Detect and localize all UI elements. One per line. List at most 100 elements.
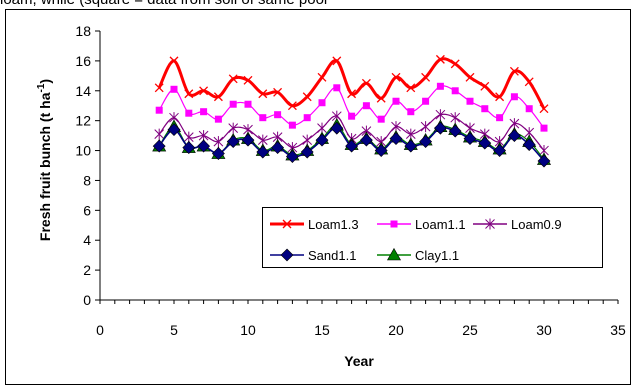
y-axis-title-superscript: -1: [36, 83, 47, 92]
legend-label-sand1-1: Sand1.1: [308, 248, 356, 263]
legend-marker-loam1-3: [282, 219, 292, 229]
data-point-sand1-1: [448, 124, 462, 138]
cropped-caption-text: loam, while (square = data from soil of …: [0, 0, 637, 9]
data-point-loam1-3: [450, 59, 460, 69]
data-point-sand1-1: [167, 123, 181, 137]
data-point-sand1-1: [300, 145, 314, 159]
data-point-sand1-1: [152, 139, 166, 153]
data-point-loam1-1: [377, 115, 385, 123]
data-point-loam1-3: [287, 101, 297, 111]
x-tick-label: 20: [388, 322, 404, 338]
legend-label-loam1-3: Loam1.3: [308, 217, 359, 232]
data-point-loam1-1: [540, 124, 548, 132]
data-point-sand1-1: [374, 144, 388, 157]
data-point-loam1-1: [525, 105, 533, 113]
data-point-sand1-1: [182, 141, 196, 154]
x-marker-stroke: [465, 72, 475, 82]
data-point-loam1-3: [228, 74, 238, 84]
y-tick-label: 8: [83, 172, 91, 188]
data-point-sand1-1: [419, 135, 433, 149]
data-point-loam1-1: [333, 84, 341, 92]
data-point-loam1-3: [154, 83, 164, 93]
x-marker-stroke: [539, 104, 549, 114]
x-tick-label: 0: [96, 322, 104, 338]
x-marker-stroke: [524, 77, 534, 87]
data-point-loam1-3: [213, 92, 223, 102]
x-marker-stroke: [287, 101, 297, 111]
data-point-loam1-1: [303, 114, 311, 122]
data-point-loam1-3: [480, 81, 490, 91]
data-point-loam1-3: [273, 87, 283, 97]
legend-marker-clay1-1: [386, 247, 402, 261]
x-marker-stroke: [302, 92, 312, 102]
data-point-loam0-9: [228, 122, 239, 134]
data-point-loam1-1: [288, 121, 296, 129]
data-point-loam1-1: [244, 100, 252, 108]
legend-label-loam0-9: Loam0.9: [511, 217, 562, 232]
x-marker-stroke: [317, 72, 327, 82]
data-point-loam1-1: [362, 102, 370, 110]
x-tick-label: 10: [240, 322, 256, 338]
data-point-loam1-3: [376, 93, 386, 103]
data-point-sand1-1: [522, 138, 536, 152]
data-point-loam1-3: [258, 89, 268, 99]
x-marker-stroke: [376, 93, 386, 103]
data-point-sand1-1: [315, 133, 329, 147]
data-point-sand1-1: [478, 136, 492, 150]
data-point-sand1-1: [256, 145, 270, 159]
data-point-loam1-3: [421, 72, 431, 82]
data-point-loam1-3: [169, 56, 179, 66]
data-point-loam1-3: [302, 92, 312, 102]
data-point-loam1-1: [200, 108, 208, 116]
data-point-loam1-1: [185, 109, 193, 117]
data-point-sand1-1: [345, 139, 359, 153]
data-point-loam1-1: [318, 99, 326, 107]
data-point-loam1-3: [347, 89, 357, 99]
x-marker-stroke: [495, 92, 505, 102]
data-point-sand1-1: [197, 139, 211, 153]
x-marker-stroke: [435, 54, 445, 64]
data-point-loam1-1: [392, 97, 400, 105]
x-marker-stroke: [228, 74, 238, 84]
x-marker-stroke: [332, 56, 342, 66]
x-marker-stroke: [199, 86, 209, 96]
data-point-loam0-9: [435, 109, 446, 121]
data-point-loam1-1: [348, 112, 356, 120]
data-point-loam1-1: [496, 114, 504, 122]
x-tick-label: 25: [462, 322, 478, 338]
data-point-loam1-3: [184, 89, 194, 99]
data-point-loam1-3: [199, 86, 209, 96]
x-marker-stroke: [169, 56, 179, 66]
data-point-loam1-3: [317, 72, 327, 82]
x-tick-label: 5: [170, 322, 178, 338]
data-point-loam1-1: [481, 105, 489, 113]
data-point-loam1-1: [229, 100, 237, 108]
data-point-loam0-9: [450, 112, 461, 124]
x-marker-stroke: [480, 81, 490, 91]
x-marker-stroke: [391, 72, 401, 82]
x-marker-stroke: [361, 78, 371, 88]
data-point-loam1-3: [406, 83, 416, 93]
data-point-loam1-3: [465, 72, 475, 82]
data-point-loam1-1: [170, 85, 178, 93]
data-point-loam0-9: [213, 136, 224, 148]
y-axis-title: Fresh fruit bunch (t ha-1): [36, 79, 53, 241]
data-point-sand1-1: [493, 144, 507, 157]
axes-group: 0 2 4 6 8 10 12 14 16 18 0 5 10 15 20 25 30 35: [75, 23, 626, 338]
x-tick-label: 30: [536, 322, 552, 338]
data-point-loam1-1: [466, 97, 474, 105]
data-point-loam0-9: [420, 121, 431, 133]
data-point-loam1-1: [436, 82, 444, 90]
x-marker-stroke: [406, 83, 416, 93]
x-marker-stroke: [273, 87, 283, 97]
data-point-loam1-3: [243, 75, 253, 85]
data-point-sand1-1: [226, 135, 240, 149]
data-point-loam1-1: [259, 114, 267, 122]
data-point-loam1-1: [510, 93, 518, 101]
data-point-loam1-3: [332, 56, 342, 66]
legend-label-clay1-1: Clay1.1: [415, 248, 459, 263]
y-axis-title-main: Fresh fruit bunch (t ha: [37, 92, 53, 241]
x-tick-label: 15: [314, 322, 330, 338]
